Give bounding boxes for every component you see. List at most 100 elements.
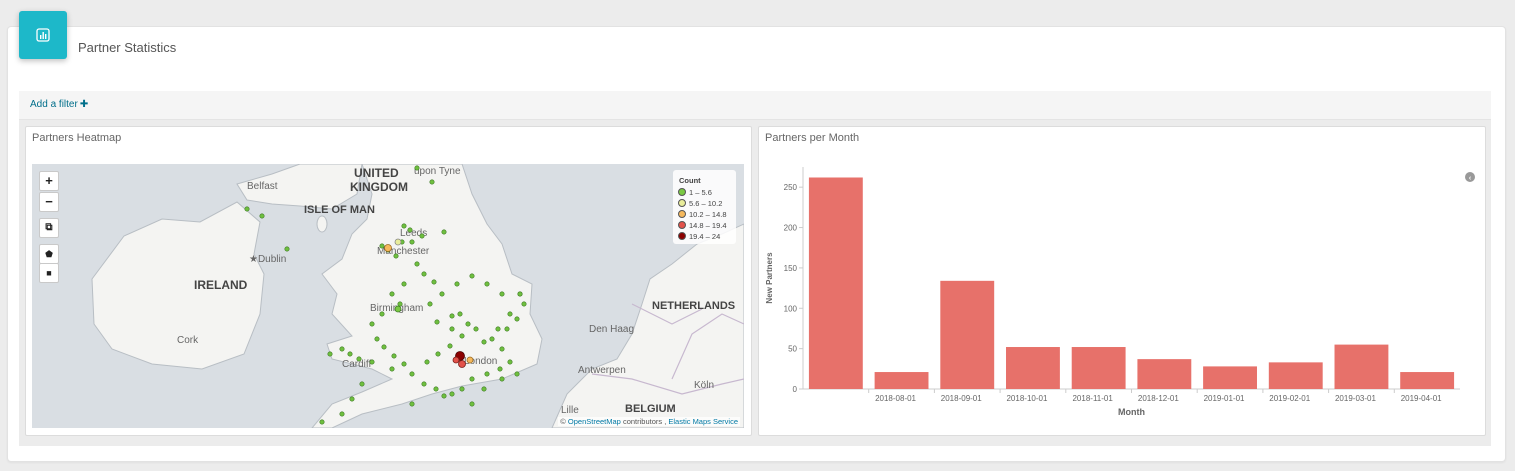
map-point[interactable] (521, 301, 527, 307)
map-point[interactable] (429, 179, 435, 185)
draw-rectangle-button[interactable]: ■ (39, 263, 59, 283)
app-badge[interactable] (19, 11, 67, 59)
map-point[interactable] (409, 401, 415, 407)
map-point[interactable] (389, 366, 395, 372)
map-point[interactable] (497, 366, 503, 372)
map-point[interactable] (359, 381, 365, 387)
map-point[interactable] (469, 401, 475, 407)
map-point[interactable] (484, 281, 490, 287)
map-point[interactable] (381, 344, 387, 350)
map-point[interactable] (507, 359, 513, 365)
map-point[interactable] (379, 311, 385, 317)
map-point[interactable] (369, 359, 375, 365)
map-point[interactable] (469, 273, 475, 279)
map-point[interactable] (421, 271, 427, 277)
map-point[interactable] (259, 213, 265, 219)
map-point[interactable] (401, 281, 407, 287)
map-point[interactable] (489, 336, 495, 342)
map-point[interactable] (458, 360, 466, 368)
map-point[interactable] (356, 356, 362, 362)
map-point[interactable] (466, 356, 474, 364)
map-point[interactable] (389, 291, 395, 297)
map-point[interactable] (244, 206, 250, 212)
map-point[interactable] (469, 376, 475, 382)
zoom-out-button[interactable]: − (39, 192, 59, 212)
map-point[interactable] (441, 229, 447, 235)
bar[interactable] (1268, 362, 1323, 389)
info-circle-icon[interactable]: ‹ (1465, 172, 1475, 182)
bar[interactable] (874, 372, 929, 389)
map-point[interactable] (347, 351, 353, 357)
osm-link[interactable]: OpenStreetMap (567, 417, 621, 426)
map-point[interactable] (284, 246, 290, 252)
map-point[interactable] (394, 305, 402, 313)
map-point[interactable] (473, 326, 479, 332)
map-point[interactable] (454, 281, 460, 287)
map-point[interactable] (374, 336, 380, 342)
map-point[interactable] (339, 411, 345, 417)
map-point[interactable] (447, 343, 453, 349)
map-point[interactable] (384, 244, 392, 252)
map-point[interactable] (379, 243, 385, 249)
map-point[interactable] (514, 316, 520, 322)
map-point[interactable] (441, 393, 447, 399)
bar[interactable] (1137, 359, 1192, 389)
map-point[interactable] (465, 321, 471, 327)
map-point[interactable] (409, 371, 415, 377)
map-point[interactable] (481, 339, 487, 345)
bar[interactable] (1071, 347, 1126, 389)
bar[interactable] (1006, 347, 1060, 389)
map-point[interactable] (459, 386, 465, 392)
map-point[interactable] (424, 359, 430, 365)
bar[interactable] (808, 177, 863, 389)
map-point[interactable] (421, 381, 427, 387)
add-filter-link[interactable]: Add a filter ✚ (30, 99, 88, 110)
map-point[interactable] (369, 321, 375, 327)
map-view[interactable]: UNITED KINGDOM ISLE OF MAN IRELAND NETHERLAN… (32, 164, 744, 428)
zoom-in-button[interactable]: + (39, 171, 59, 191)
map-point[interactable] (514, 371, 520, 377)
bar[interactable] (940, 280, 995, 389)
map-point[interactable] (414, 261, 420, 267)
map-point[interactable] (504, 326, 510, 332)
map-point[interactable] (459, 333, 465, 339)
map-point[interactable] (499, 346, 505, 352)
map-point[interactable] (452, 356, 460, 364)
map-point[interactable] (434, 319, 440, 325)
map-point[interactable] (401, 223, 407, 229)
map-point[interactable] (407, 227, 413, 233)
map-point[interactable] (499, 291, 505, 297)
bar[interactable] (1400, 372, 1455, 389)
map-point[interactable] (427, 301, 433, 307)
map-point[interactable] (391, 353, 397, 359)
map-point[interactable] (499, 376, 505, 382)
map-point[interactable] (433, 386, 439, 392)
map-point[interactable] (327, 351, 333, 357)
map-point[interactable] (507, 311, 513, 317)
fit-bounds-button[interactable]: ⧉ (39, 218, 59, 238)
map-point[interactable] (431, 279, 437, 285)
map-point[interactable] (339, 346, 345, 352)
map-point[interactable] (409, 239, 415, 245)
map-point[interactable] (419, 233, 425, 239)
map-point[interactable] (349, 396, 355, 402)
map-point[interactable] (435, 351, 441, 357)
map-point[interactable] (481, 386, 487, 392)
map-point[interactable] (401, 361, 407, 367)
draw-polygon-button[interactable]: ⬟ (39, 244, 59, 264)
map-point[interactable] (394, 238, 402, 246)
map-point[interactable] (319, 419, 325, 425)
map-point[interactable] (397, 301, 403, 307)
map-point[interactable] (495, 326, 501, 332)
map-point[interactable] (517, 291, 523, 297)
map-point[interactable] (393, 253, 399, 259)
map-point[interactable] (449, 391, 455, 397)
map-point[interactable] (449, 326, 455, 332)
map-point[interactable] (457, 311, 463, 317)
map-point[interactable] (449, 313, 455, 319)
bar[interactable] (1334, 344, 1389, 389)
map-point[interactable] (439, 291, 445, 297)
map-point[interactable] (414, 165, 420, 171)
map-point[interactable] (484, 371, 490, 377)
